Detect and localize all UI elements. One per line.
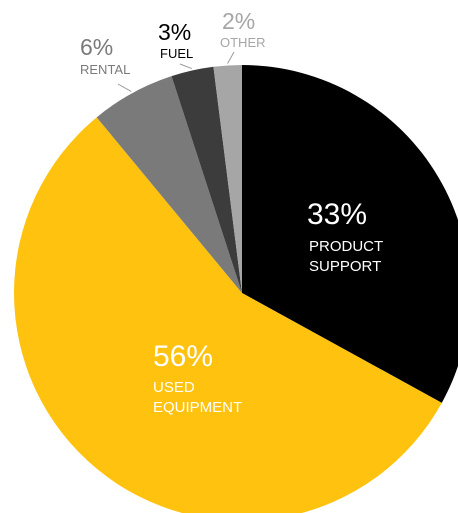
label-fuel: 3% FUEL <box>158 19 193 61</box>
category-label-used-equipment-line-2: EQUIPMENT <box>153 399 242 416</box>
category-label-product-support-line-1: PRODUCT <box>309 238 383 255</box>
label-other: 2% OTHER <box>220 8 266 50</box>
category-label-fuel: FUEL <box>160 46 193 61</box>
category-label-other: OTHER <box>220 35 266 50</box>
leader-line-rental <box>117 83 132 92</box>
pie-slices <box>14 65 458 513</box>
label-used-equipment: 56% USED EQUIPMENT <box>153 340 242 416</box>
pie-slice-rental <box>96 76 242 293</box>
leader-line-other <box>227 51 235 64</box>
leader-lines <box>117 51 235 92</box>
pie-slice-used-equipment <box>14 117 442 513</box>
pct-label-used-equipment: 56% <box>153 340 213 373</box>
pct-label-rental: 6% <box>80 34 113 60</box>
label-rental: 6% RENTAL <box>80 34 130 77</box>
category-label-used-equipment-line-1: USED <box>153 379 195 396</box>
pie-slice-other <box>213 65 242 293</box>
pie-slice-fuel <box>171 66 242 293</box>
pct-label-other: 2% <box>222 8 255 34</box>
leader-line-fuel <box>179 63 193 70</box>
category-label-rental: RENTAL <box>80 62 130 77</box>
pie-slice-product-support <box>242 65 458 403</box>
pct-label-product-support: 33% <box>307 198 367 231</box>
label-product-support: 33% PRODUCT SUPPORT <box>307 198 383 275</box>
category-label-product-support-line-2: SUPPORT <box>309 258 381 275</box>
pct-label-fuel: 3% <box>158 19 191 45</box>
